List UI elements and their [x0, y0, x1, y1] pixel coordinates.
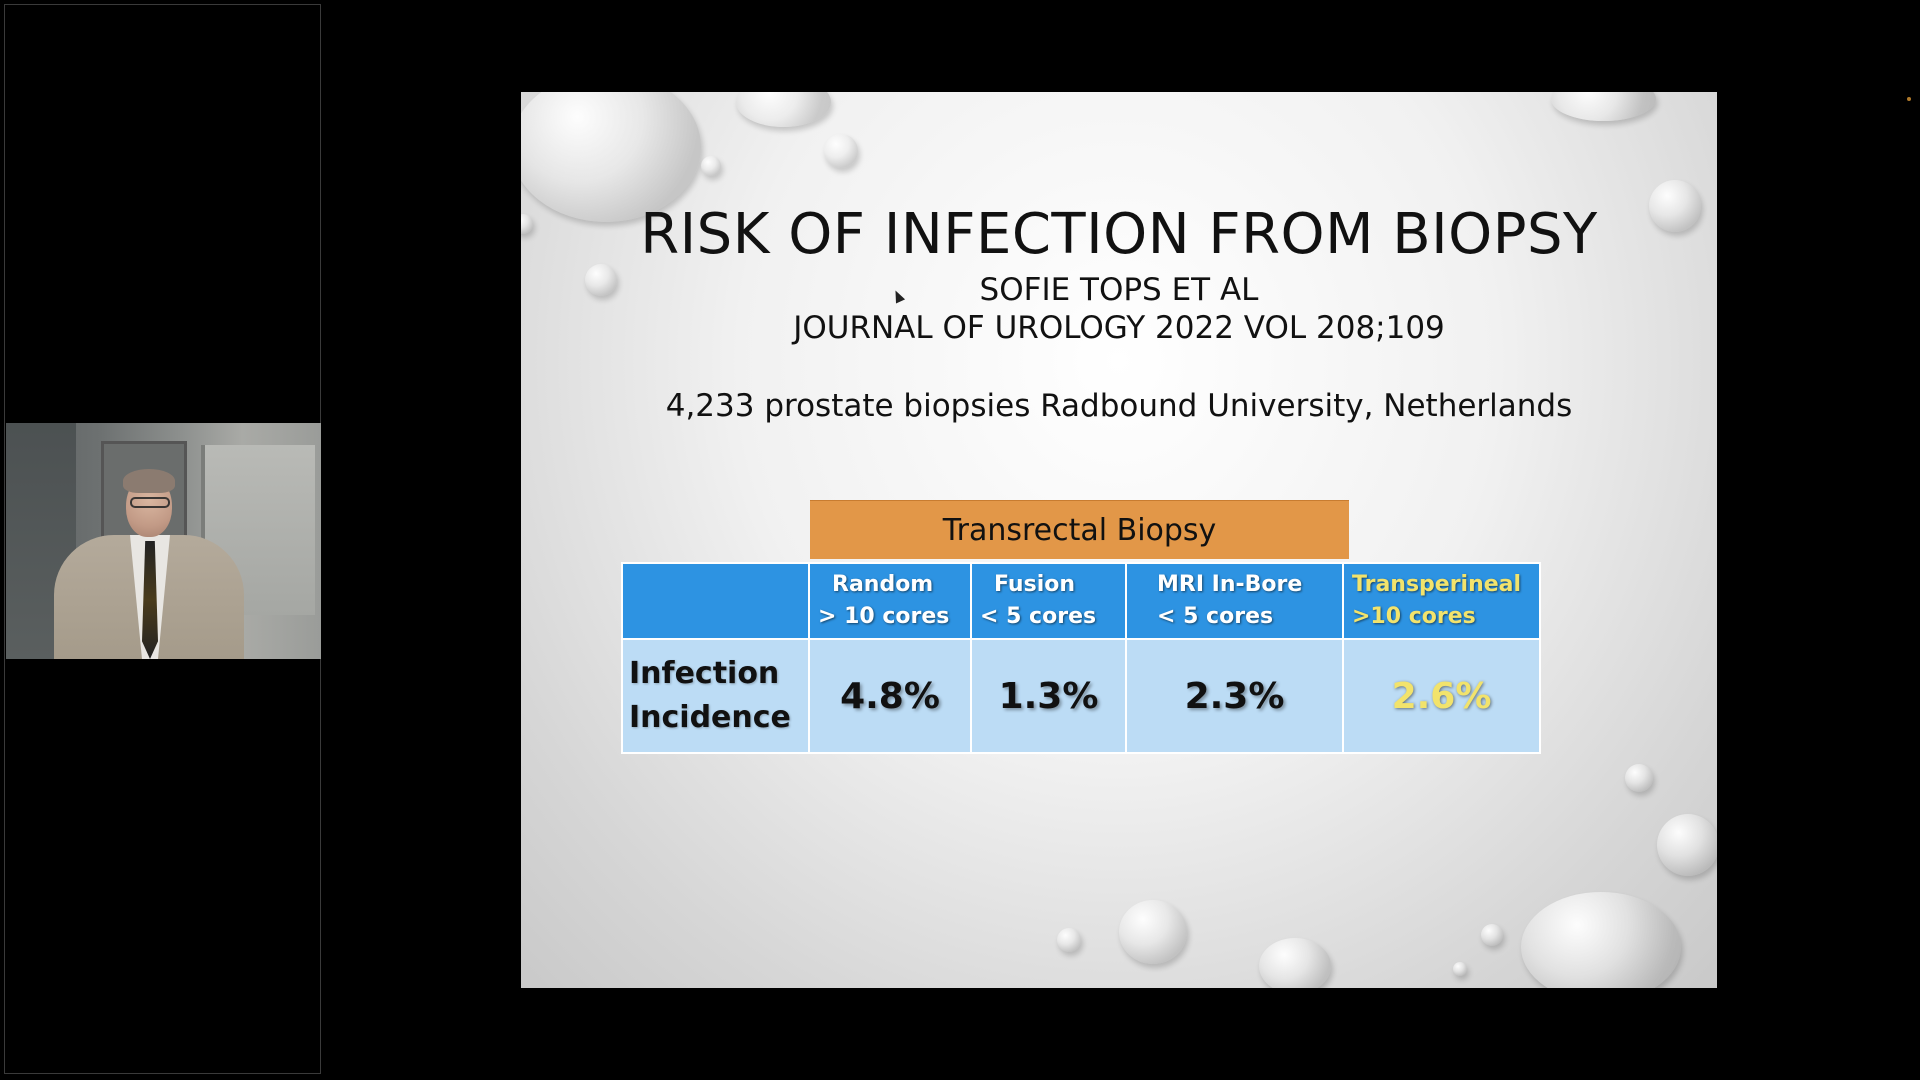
droplet-decoration: [1649, 180, 1701, 232]
table-header-empty: [621, 562, 810, 640]
header-trans-line1: Transperineal: [1352, 572, 1522, 597]
droplet-decoration: [736, 92, 831, 127]
header-random-line1: Random: [832, 572, 934, 597]
droplet-decoration: [1481, 924, 1503, 946]
slide-citation: JOURNAL OF UROLOGY 2022 VOL 208;109: [793, 310, 1445, 346]
row-label-line2: Incidence: [629, 700, 791, 735]
row-label: Infection Incidence: [621, 638, 810, 754]
header-fusion-line2: < 5 cores: [980, 604, 1097, 629]
table-header-row: Random > 10 cores Fusion < 5 cores MRI I…: [621, 562, 1541, 640]
droplet-decoration: [521, 214, 533, 234]
status-indicator-dot: [1907, 97, 1911, 101]
droplet-decoration: [585, 264, 617, 296]
droplet-decoration: [1625, 764, 1653, 792]
droplet-decoration: [824, 134, 858, 168]
shared-slide: RISK OF INFECTION FROM BIOPSY SOFIE TOPS…: [521, 92, 1717, 988]
table-row: Infection Incidence 4.8% 1.3% 2.3% 2.6%: [621, 638, 1541, 754]
header-fusion-line1: Fusion: [994, 572, 1076, 597]
droplet-decoration: [1657, 814, 1717, 876]
header-trans-line2: >10 cores: [1352, 604, 1476, 629]
value-mri: 2.3%: [1125, 638, 1344, 754]
header-mri-line1: MRI In-Bore: [1157, 572, 1303, 597]
infection-table: Random > 10 cores Fusion < 5 cores MRI I…: [621, 562, 1541, 754]
slide-title: RISK OF INFECTION FROM BIOPSY: [640, 202, 1598, 267]
table-header-mri: MRI In-Bore < 5 cores: [1125, 562, 1344, 640]
droplet-decoration: [1057, 928, 1081, 952]
table-header-fusion: Fusion < 5 cores: [970, 562, 1127, 640]
slide-study-info: 4,233 prostate biopsies Radbound Univers…: [665, 388, 1573, 424]
participant-video-tile[interactable]: [6, 423, 321, 659]
table-group-header: Transrectal Biopsy: [810, 500, 1349, 559]
droplet-decoration: [1259, 938, 1331, 988]
table-header-transperineal: Transperineal >10 cores: [1342, 562, 1541, 640]
header-random-line2: > 10 cores: [818, 604, 950, 629]
presenter-hair: [123, 469, 175, 493]
value-transperineal: 2.6%: [1342, 638, 1541, 754]
participants-panel: [4, 4, 321, 1074]
header-mri-line2: < 5 cores: [1157, 604, 1274, 629]
droplet-decoration: [1453, 962, 1467, 976]
slide-authors: SOFIE TOPS ET AL: [979, 272, 1259, 308]
droplet-decoration: [1119, 900, 1187, 964]
presenter-glasses: [130, 497, 170, 508]
presenter-tie: [142, 541, 158, 659]
value-fusion: 1.3%: [970, 638, 1127, 754]
droplet-decoration: [701, 156, 721, 176]
value-random: 4.8%: [808, 638, 972, 754]
droplet-decoration: [521, 92, 701, 222]
table-header-random: Random > 10 cores: [808, 562, 972, 640]
droplet-decoration: [1551, 92, 1656, 121]
droplet-decoration: [1521, 892, 1681, 988]
row-label-line1: Infection: [629, 656, 780, 691]
